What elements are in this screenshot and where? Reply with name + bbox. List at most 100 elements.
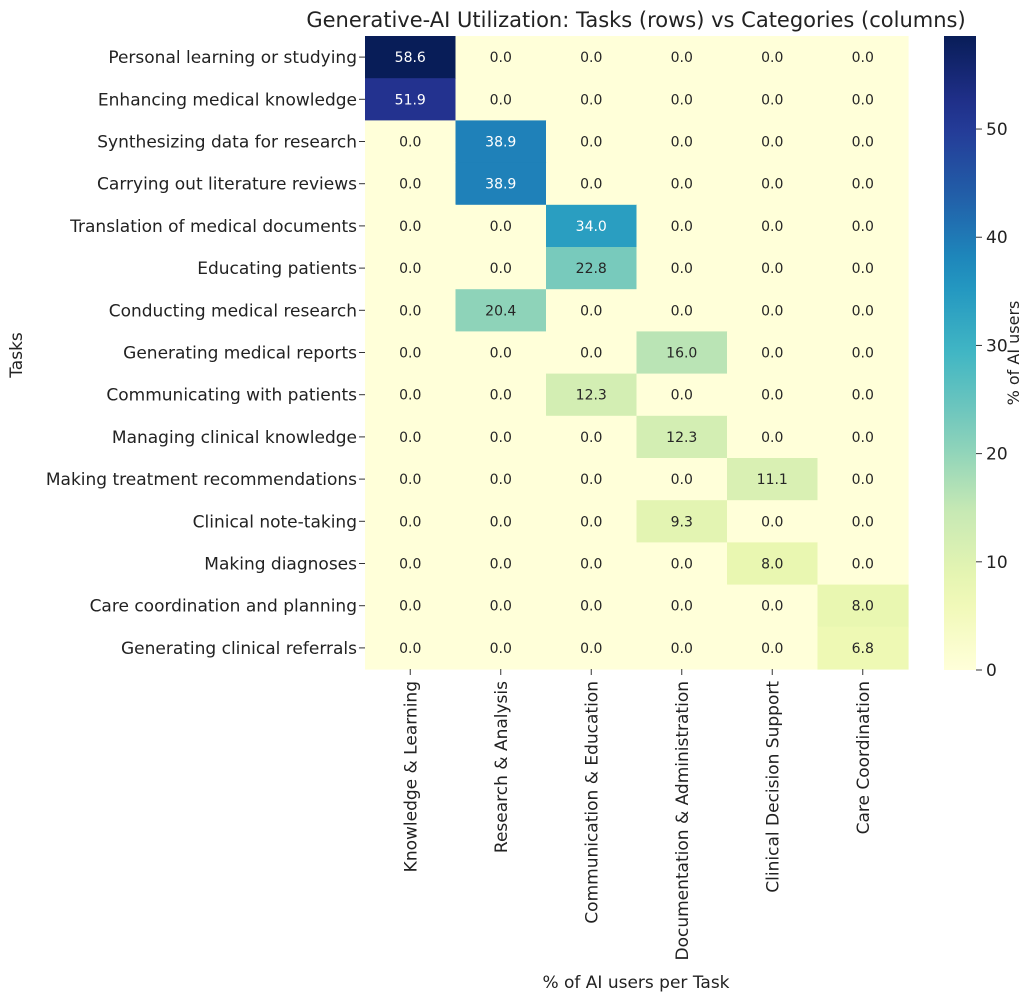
cell-value-label: 0.0 <box>399 261 421 277</box>
cell-value-label: 0.0 <box>671 557 693 573</box>
cell-value-label: 6.8 <box>852 641 874 657</box>
heatmap-cell <box>727 247 819 290</box>
cell-value-label: 0.0 <box>399 177 421 193</box>
heatmap-cell <box>636 289 728 332</box>
cell-value-label: 0.0 <box>852 472 874 488</box>
cell-value-label: 0.0 <box>580 50 602 66</box>
heatmap-cell <box>365 584 457 628</box>
heatmap-cell <box>455 626 547 670</box>
heatmap-cell <box>727 331 819 375</box>
heatmap-cell <box>817 584 909 628</box>
row-label: Managing clinical knowledge <box>112 428 357 448</box>
row-label: Communicating with patients <box>106 386 357 406</box>
heatmap-cell <box>546 500 638 543</box>
heatmap-cell <box>546 36 638 79</box>
heatmap-cell <box>636 36 728 79</box>
heatmap-cell <box>455 289 547 332</box>
heatmap-cell <box>727 120 819 164</box>
heatmap-cell <box>817 626 909 670</box>
colorbar-tick-label: 50 <box>986 120 1008 140</box>
row-label: Making diagnoses <box>204 555 357 575</box>
column-labels: Knowledge & Learning Research & Analysis C… <box>401 669 874 961</box>
heatmap-cell <box>455 584 547 628</box>
cell-value-label: 0.0 <box>852 346 874 362</box>
cell-value-label: 0.0 <box>671 177 693 193</box>
heatmap-cell <box>546 458 638 501</box>
cell-value-label: 12.3 <box>576 388 607 404</box>
heatmap-cell <box>546 120 638 164</box>
cell-value-label: 9.3 <box>671 514 693 530</box>
cell-value-label: 0.0 <box>399 388 421 404</box>
cell-value-label: 0.0 <box>761 92 783 108</box>
cell-value-label: 0.0 <box>490 388 512 404</box>
row-label: Generating medical reports <box>123 344 357 364</box>
heatmap-cell <box>365 500 457 543</box>
heatmap-cell <box>365 458 457 501</box>
cell-value-label: 12.3 <box>666 430 697 446</box>
heatmap-cell <box>455 458 547 501</box>
cell-value-label: 0.0 <box>399 219 421 235</box>
cell-value-label: 0.0 <box>580 346 602 362</box>
cell-value-label: 0.0 <box>490 641 512 657</box>
cell-value-label: 0.0 <box>580 557 602 573</box>
heatmap-cell <box>817 458 909 501</box>
cell-value-label: 0.0 <box>852 135 874 151</box>
heatmap-cell <box>727 162 819 206</box>
heatmap-cell <box>636 542 728 586</box>
heatmap-cell <box>455 36 547 79</box>
column-label: Care Coordination <box>854 681 874 834</box>
cell-value-label: 0.0 <box>580 303 602 319</box>
heatmap-cell <box>817 500 909 543</box>
cell-value-label: 0.0 <box>490 92 512 108</box>
cell-value-label: 0.0 <box>761 303 783 319</box>
cell-value-label: 0.0 <box>852 388 874 404</box>
heatmap-cell <box>636 204 728 248</box>
cell-value-label: 16.0 <box>666 346 697 362</box>
colorbar-ticks: 0 10 20 30 40 50 <box>976 120 1008 681</box>
heatmap-cell <box>455 247 547 290</box>
cell-value-label: 0.0 <box>490 514 512 530</box>
cell-value-label: 58.6 <box>395 50 426 66</box>
cell-value-label: 0.0 <box>399 346 421 362</box>
heatmap-cell <box>455 373 547 417</box>
cell-value-label: 0.0 <box>399 303 421 319</box>
cell-value-label: 0.0 <box>761 50 783 66</box>
heatmap-cells: 58.6 0.0 0.0 0.0 0.0 0.0 51.9 0.0 0.0 0.0 0.0 0.0 0.… <box>365 36 909 670</box>
cell-value-label: 0.0 <box>490 346 512 362</box>
cell-value-label: 0.0 <box>761 346 783 362</box>
row-label: Personal learning or studying <box>108 48 357 68</box>
cell-value-label: 0.0 <box>852 430 874 446</box>
cell-value-label: 0.0 <box>761 430 783 446</box>
heatmap-cell <box>365 247 457 290</box>
heatmap-cell <box>365 373 457 417</box>
cell-value-label: 0.0 <box>490 261 512 277</box>
cell-value-label: 51.9 <box>395 92 426 108</box>
row-label: Carrying out literature reviews <box>97 175 357 195</box>
heatmap-cell <box>817 204 909 248</box>
cell-value-label: 0.0 <box>490 50 512 66</box>
colorbar-tick-label: 30 <box>986 336 1008 356</box>
colorbar-label: % of AI users <box>1004 301 1023 406</box>
row-label: Care coordination and planning <box>90 597 357 617</box>
cell-value-label: 0.0 <box>580 599 602 615</box>
colorbar: 0 10 20 30 40 50 % of AI users <box>944 36 1023 681</box>
heatmap-cell <box>817 542 909 586</box>
heatmap-cell <box>727 584 819 628</box>
cell-value-label: 8.0 <box>761 557 783 573</box>
cell-value-label: 0.0 <box>852 92 874 108</box>
heatmap-cell <box>817 373 909 417</box>
heatmap-cell <box>817 331 909 375</box>
row-label: Clinical note-taking <box>193 512 357 532</box>
cell-value-label: 8.0 <box>852 599 874 615</box>
cell-value-label: 0.0 <box>399 135 421 151</box>
heatmap-cell <box>636 458 728 501</box>
cell-value-label: 11.1 <box>757 472 788 488</box>
cell-value-label: 0.0 <box>671 599 693 615</box>
heatmap-cell <box>727 626 819 670</box>
heatmap-cell <box>636 162 728 206</box>
heatmap-cell <box>365 162 457 206</box>
heatmap-cell <box>365 331 457 375</box>
heatmap-cell <box>817 78 909 121</box>
